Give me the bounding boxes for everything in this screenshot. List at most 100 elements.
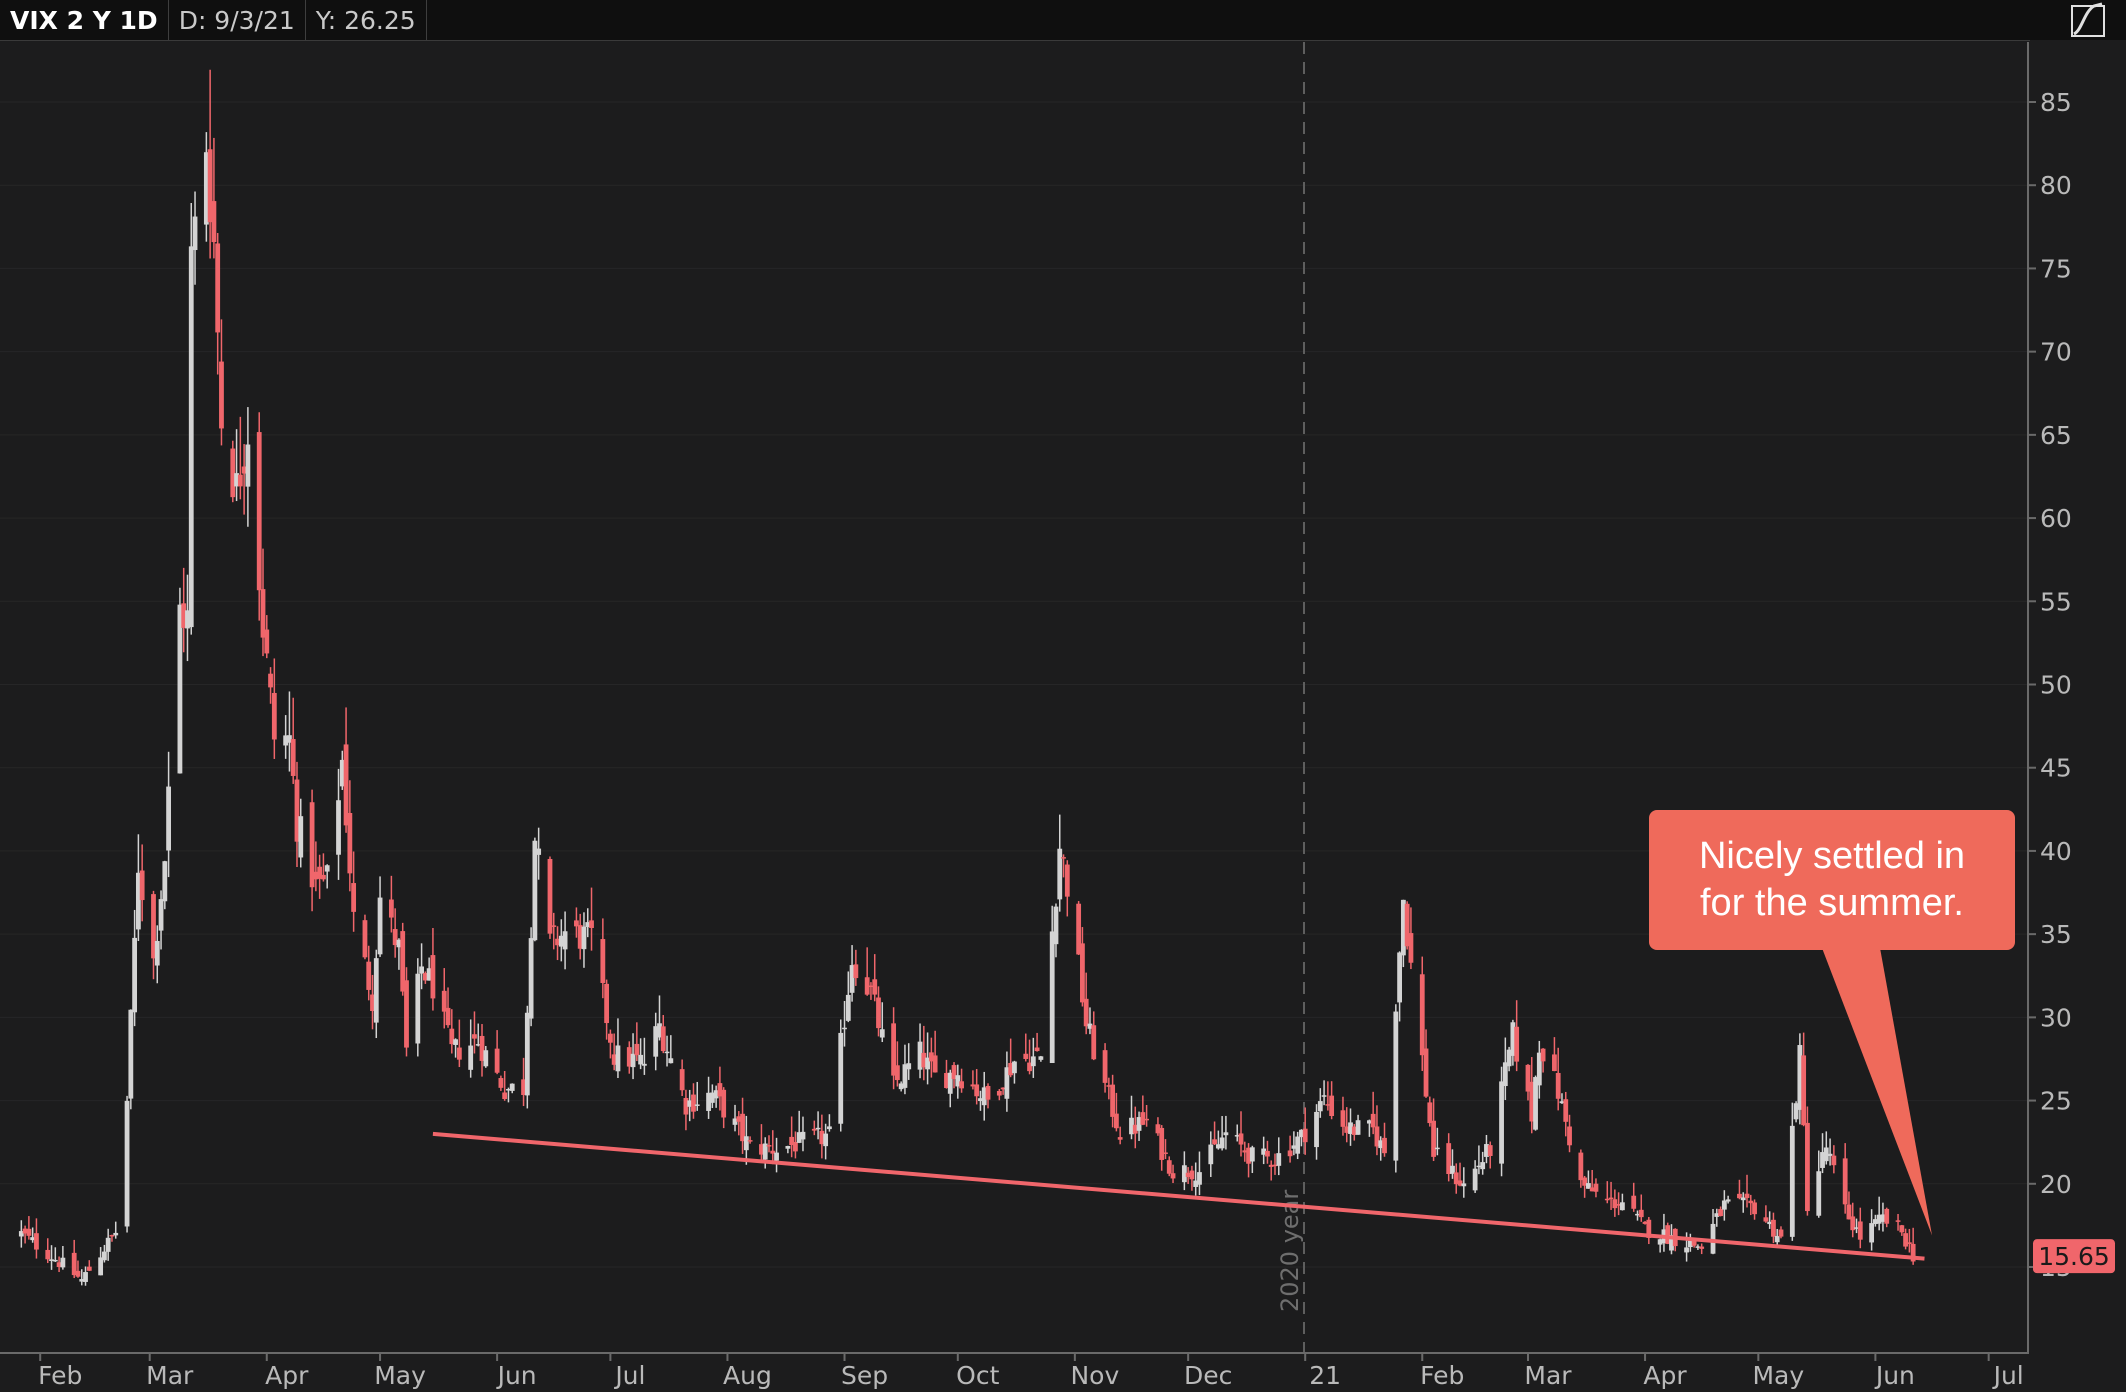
candle bbox=[317, 866, 323, 879]
candle bbox=[309, 802, 315, 888]
candle bbox=[1302, 1128, 1308, 1143]
candle bbox=[1404, 903, 1410, 947]
candle bbox=[1163, 1152, 1168, 1154]
candle bbox=[717, 1083, 723, 1097]
candle bbox=[237, 474, 243, 487]
candle bbox=[1087, 1023, 1093, 1029]
value-readout: Y: 26.25 bbox=[306, 0, 427, 40]
candle bbox=[891, 1023, 897, 1076]
candle bbox=[1801, 1055, 1807, 1126]
candle bbox=[1030, 1056, 1036, 1067]
candle bbox=[823, 1133, 829, 1147]
candle bbox=[230, 448, 236, 498]
candle bbox=[1906, 1242, 1912, 1245]
top-right-panel bbox=[2030, 0, 2126, 40]
candle bbox=[668, 1058, 674, 1064]
candle bbox=[932, 1055, 938, 1073]
candle bbox=[264, 629, 270, 654]
candle bbox=[192, 216, 198, 251]
candle bbox=[1382, 1137, 1387, 1154]
chart-style-icon[interactable] bbox=[2068, 0, 2108, 40]
candle bbox=[377, 897, 383, 955]
candle bbox=[290, 739, 296, 776]
candle bbox=[294, 779, 300, 842]
candle bbox=[1721, 1200, 1727, 1210]
candle bbox=[1140, 1112, 1146, 1125]
candle bbox=[60, 1257, 66, 1268]
candle bbox=[336, 800, 341, 855]
candle bbox=[234, 473, 239, 487]
candle bbox=[1102, 1050, 1108, 1083]
candle bbox=[430, 955, 436, 999]
candle bbox=[1268, 1164, 1274, 1167]
candle bbox=[362, 920, 368, 958]
candle bbox=[1910, 1243, 1916, 1262]
symbol-label[interactable]: VIX 2 Y 1D bbox=[0, 0, 169, 40]
candle bbox=[1608, 1197, 1614, 1200]
candle bbox=[1771, 1219, 1776, 1237]
last-price-marker: 15.65 bbox=[2033, 1239, 2115, 1274]
candle bbox=[260, 589, 266, 638]
year-separator-label: 2020 year bbox=[1276, 1190, 1304, 1312]
candle bbox=[917, 1041, 923, 1070]
candle bbox=[1669, 1235, 1674, 1251]
candle bbox=[404, 980, 409, 1048]
x-tick-label: Feb bbox=[1420, 1361, 1464, 1390]
candle bbox=[611, 1054, 617, 1065]
candle bbox=[1197, 1172, 1202, 1185]
candle bbox=[102, 1251, 107, 1261]
candle bbox=[683, 1097, 689, 1115]
candle bbox=[1472, 1168, 1478, 1191]
x-tick-label: Jun bbox=[1874, 1361, 1915, 1390]
x-tick-label: 21 bbox=[1309, 1361, 1341, 1390]
candle bbox=[472, 1034, 477, 1039]
candle bbox=[838, 1032, 844, 1124]
candle bbox=[1619, 1202, 1625, 1211]
candle bbox=[641, 1063, 647, 1066]
candle bbox=[1797, 1045, 1803, 1110]
candle bbox=[947, 1072, 953, 1094]
trendline[interactable] bbox=[432, 1131, 1925, 1261]
candle bbox=[1008, 1062, 1014, 1076]
candle bbox=[1329, 1095, 1335, 1117]
candle bbox=[483, 1050, 489, 1067]
candle bbox=[1064, 864, 1070, 897]
candle bbox=[351, 883, 357, 912]
x-tick-label: Dec bbox=[1184, 1361, 1232, 1390]
candle bbox=[419, 966, 424, 974]
candle bbox=[1476, 1165, 1482, 1168]
candle bbox=[819, 1130, 825, 1145]
candle bbox=[1034, 1047, 1040, 1052]
candle bbox=[1487, 1145, 1493, 1157]
candle bbox=[1049, 931, 1055, 1064]
candle bbox=[18, 1231, 24, 1237]
candle bbox=[679, 1069, 685, 1091]
y-tick-label: 30 bbox=[2040, 1003, 2072, 1032]
candle bbox=[1242, 1150, 1248, 1153]
candle bbox=[49, 1259, 54, 1261]
candle bbox=[743, 1136, 749, 1151]
candle bbox=[1506, 1049, 1512, 1067]
candle bbox=[1763, 1217, 1769, 1222]
candle bbox=[1642, 1221, 1648, 1224]
candle bbox=[815, 1127, 821, 1130]
x-tick-label: Jul bbox=[1992, 1361, 2024, 1390]
candle bbox=[185, 610, 190, 629]
annotation-callout[interactable]: Nicely settled in for the summer. bbox=[1649, 810, 2015, 950]
candle bbox=[747, 1140, 753, 1142]
candle bbox=[509, 1083, 515, 1091]
candle bbox=[898, 1083, 904, 1090]
candle bbox=[400, 931, 406, 992]
candle bbox=[271, 692, 277, 740]
candle bbox=[740, 1113, 745, 1142]
candle bbox=[1657, 1239, 1663, 1245]
candle bbox=[373, 958, 379, 1023]
x-tick-label: Sep bbox=[841, 1361, 888, 1390]
candle bbox=[1823, 1147, 1829, 1162]
candle bbox=[1635, 1213, 1640, 1216]
candle bbox=[894, 1065, 900, 1081]
candle bbox=[687, 1100, 693, 1107]
candle bbox=[1744, 1193, 1750, 1198]
candles bbox=[18, 69, 1916, 1286]
